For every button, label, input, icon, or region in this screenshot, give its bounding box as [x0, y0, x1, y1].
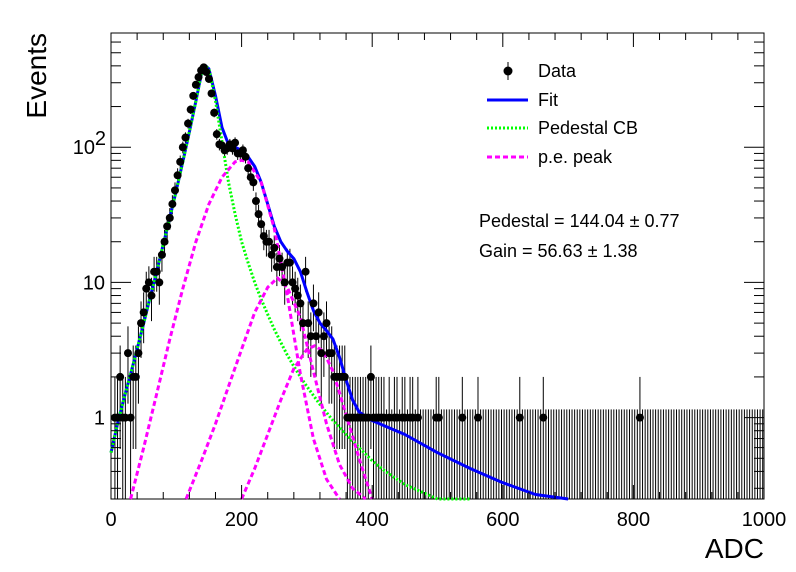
data-point	[635, 413, 644, 422]
y-tick-label: 10	[83, 272, 105, 294]
data-point	[238, 146, 247, 155]
data-point	[301, 267, 310, 276]
curve-p-e-peak-3	[240, 344, 374, 500]
data-point	[304, 319, 313, 328]
data-point	[163, 222, 172, 231]
data-point	[539, 413, 548, 422]
data-point	[265, 237, 274, 246]
x-tick-label: 1000	[742, 509, 787, 531]
x-axis-title: ADC	[705, 533, 764, 564]
data-point	[270, 243, 279, 252]
legend-item-pedestal: Pedestal CB	[487, 118, 638, 138]
data-point	[202, 68, 211, 77]
data-point	[194, 73, 203, 82]
data-point	[291, 284, 300, 293]
data-point	[473, 413, 482, 422]
y-tick-label: 10	[73, 137, 95, 159]
x-tick-label: 200	[225, 509, 258, 531]
data-point	[168, 200, 177, 209]
data-point	[144, 278, 153, 287]
legend-item-fit: Fit	[487, 90, 558, 110]
data-point	[152, 267, 161, 276]
data-point	[288, 278, 297, 287]
data-point	[189, 91, 198, 100]
data-point	[160, 237, 169, 246]
data-point	[142, 284, 151, 293]
legend-label-fit: Fit	[538, 90, 558, 110]
data-point	[181, 133, 190, 142]
data-point	[322, 319, 331, 328]
data-point	[241, 152, 250, 161]
data-point	[212, 130, 221, 139]
y-tick-exponent: 2	[95, 128, 106, 150]
curve-p-e-peak-1	[129, 158, 341, 500]
data-point	[207, 89, 216, 98]
legend-item-pe-peak: p.e. peak	[487, 147, 613, 167]
data-point	[176, 157, 185, 166]
annotation-pedestal: Pedestal = 144.04 ± 0.77	[479, 211, 680, 231]
data-point	[147, 291, 156, 300]
data-point	[131, 372, 140, 381]
data-point	[186, 105, 195, 114]
data-point	[157, 250, 166, 259]
data-point	[327, 349, 336, 358]
curve-p-e-peak-2	[184, 276, 367, 501]
data-point	[251, 197, 260, 206]
data-point	[204, 74, 213, 83]
legend-label-pedestal: Pedestal CB	[538, 118, 638, 138]
data-point	[123, 349, 132, 358]
data-point	[170, 186, 179, 195]
data-point	[254, 210, 263, 219]
data-point	[434, 413, 443, 422]
data-point	[309, 299, 318, 308]
error-bars	[114, 64, 764, 499]
curve-pedestal-cb	[109, 64, 471, 501]
x-tick-label: 800	[617, 509, 650, 531]
data-point	[366, 372, 375, 381]
legend-item-data: Data	[503, 61, 577, 81]
data-point	[413, 413, 422, 422]
data-point	[210, 108, 219, 117]
x-tick-label: 600	[486, 509, 519, 531]
data-point	[244, 164, 253, 173]
data-point	[155, 278, 164, 287]
data-point	[267, 250, 276, 259]
data-point	[275, 254, 284, 263]
data-point	[280, 278, 289, 287]
data-point	[296, 299, 305, 308]
data-point	[249, 178, 258, 187]
data-point	[173, 171, 182, 180]
data-point	[257, 220, 266, 229]
legend: Data Fit Pedestal CB p.e. peak	[487, 61, 638, 167]
x-tick-label: 400	[356, 509, 389, 531]
data-point	[134, 349, 143, 358]
data-point	[312, 332, 321, 341]
legend-label-pe-peak: p.e. peak	[538, 147, 613, 167]
data-points	[110, 63, 644, 422]
data-point	[191, 80, 200, 89]
data-point	[458, 413, 467, 422]
data-point	[178, 143, 187, 152]
data-point	[340, 372, 349, 381]
y-axis-title: Events	[21, 33, 52, 119]
data-point	[317, 349, 326, 358]
data-point	[165, 213, 174, 222]
data-point	[139, 308, 148, 317]
annotation-gain: Gain = 56.63 ± 1.38	[479, 241, 638, 261]
x-tick-label: 0	[105, 509, 116, 531]
data-point	[314, 308, 323, 317]
data-point	[515, 413, 524, 422]
data-point	[231, 138, 240, 147]
data-point	[319, 332, 328, 341]
data-point	[137, 319, 146, 328]
legend-data-marker	[503, 66, 513, 76]
data-point	[293, 291, 302, 300]
data-point	[285, 258, 294, 267]
y-tick-label: 1	[94, 408, 105, 430]
legend-label-data: Data	[538, 61, 577, 81]
data-point	[184, 119, 193, 128]
